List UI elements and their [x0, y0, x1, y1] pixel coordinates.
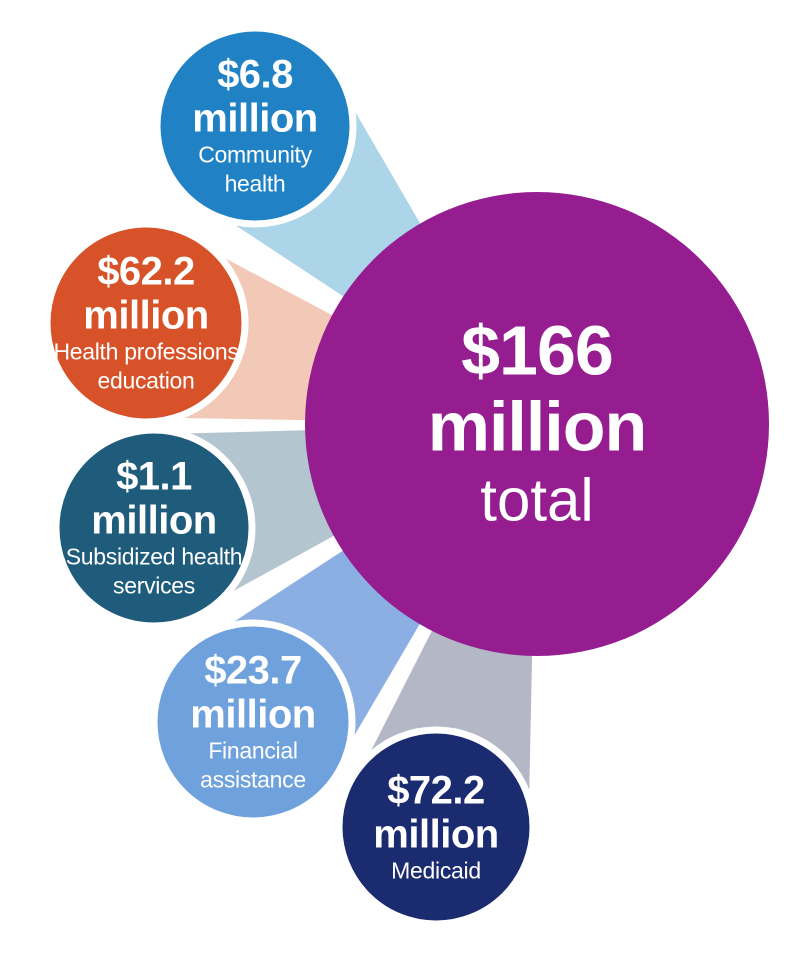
- segment-circle-financial-assistance: [150, 619, 356, 825]
- segment-circle-medicaid: [335, 726, 537, 928]
- segment-circle-community-health: [153, 24, 357, 228]
- segment-circle-subsidized-health-services: [52, 426, 256, 630]
- total-circle: [305, 192, 769, 656]
- segment-circle-health-professions-education: [43, 220, 249, 426]
